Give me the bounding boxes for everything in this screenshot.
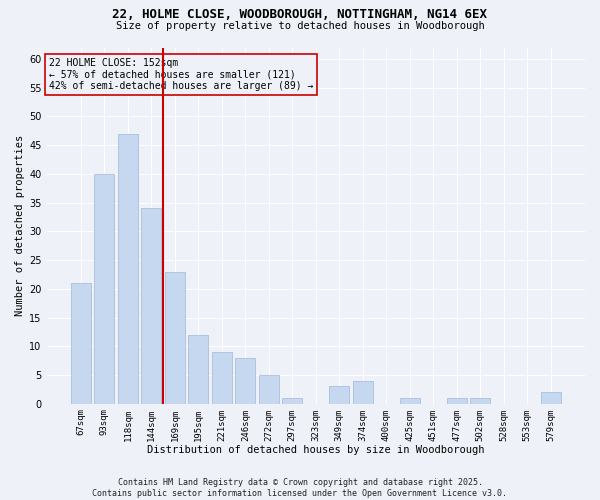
Bar: [212, 352, 232, 404]
Bar: [142, 208, 161, 404]
Bar: [165, 272, 185, 404]
Text: Size of property relative to detached houses in Woodborough: Size of property relative to detached ho…: [116, 21, 484, 31]
Bar: [118, 134, 138, 404]
Bar: [188, 335, 208, 404]
Text: Contains HM Land Registry data © Crown copyright and database right 2025.
Contai: Contains HM Land Registry data © Crown c…: [92, 478, 508, 498]
Bar: [71, 283, 91, 404]
Bar: [235, 358, 256, 404]
Bar: [400, 398, 419, 404]
Bar: [541, 392, 560, 404]
Bar: [353, 380, 373, 404]
Bar: [329, 386, 349, 404]
Text: 22, HOLME CLOSE, WOODBOROUGH, NOTTINGHAM, NG14 6EX: 22, HOLME CLOSE, WOODBOROUGH, NOTTINGHAM…: [113, 8, 487, 20]
Bar: [94, 174, 115, 404]
Bar: [259, 375, 279, 404]
Text: 22 HOLME CLOSE: 152sqm
← 57% of detached houses are smaller (121)
42% of semi-de: 22 HOLME CLOSE: 152sqm ← 57% of detached…: [49, 58, 314, 92]
Bar: [470, 398, 490, 404]
Bar: [283, 398, 302, 404]
X-axis label: Distribution of detached houses by size in Woodborough: Distribution of detached houses by size …: [147, 445, 485, 455]
Bar: [446, 398, 467, 404]
Y-axis label: Number of detached properties: Number of detached properties: [15, 135, 25, 316]
